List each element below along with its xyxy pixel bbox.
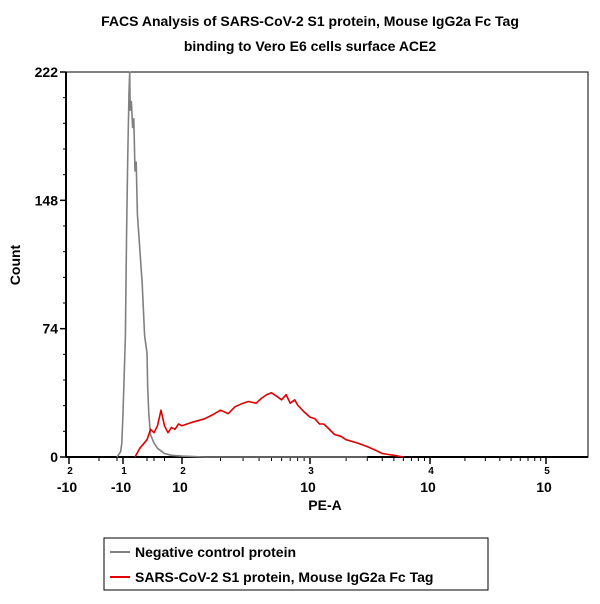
- x-tick-label-base: 10: [420, 479, 436, 495]
- x-tick-label-exponent: 2: [67, 466, 73, 477]
- legend-label-negative-control: Negative control protein: [135, 544, 296, 560]
- x-tick-label-base: -10: [111, 479, 131, 495]
- y-axis-label: Count: [7, 244, 23, 285]
- series-line-negative-control: [116, 71, 368, 458]
- x-tick-label-base: 10: [536, 479, 552, 495]
- x-tick-label-exponent: 3: [308, 466, 314, 477]
- chart-title-line-1: FACS Analysis of SARS-CoV-2 S1 protein, …: [101, 13, 519, 29]
- x-tick-label-base: 10: [300, 479, 316, 495]
- x-tick-label-base: -10: [57, 479, 77, 495]
- x-tick-label-exponent: 4: [428, 466, 434, 477]
- y-tick-label: 74: [42, 321, 58, 337]
- legend: Negative control protein SARS-CoV-2 S1 p…: [103, 537, 489, 591]
- x-axis-label: PE-A: [308, 497, 341, 513]
- series-line-sars-cov-2-s1: [134, 392, 404, 458]
- x-tick-label-exponent: 5: [544, 466, 550, 477]
- y-tick-label: 222: [35, 64, 59, 80]
- legend-box: [103, 537, 489, 591]
- x-tick-label-exponent: 1: [121, 466, 127, 477]
- legend-label-sars-cov-2-s1: SARS-CoV-2 S1 protein, Mouse IgG2a Fc Ta…: [135, 569, 433, 585]
- x-tick-label-exponent: 2: [180, 466, 186, 477]
- x-axis-ticks: -10 2 -10 1 10 2 10 3 10 4 10 5: [57, 457, 552, 495]
- chart-title-line-2: binding to Vero E6 cells surface ACE2: [184, 38, 437, 54]
- y-axis-ticks: 0 74 148 222: [35, 64, 66, 465]
- plot-frame: [65, 71, 589, 458]
- series-group: [116, 71, 404, 458]
- y-tick-label: 148: [35, 192, 59, 208]
- x-tick-label-base: 10: [172, 479, 188, 495]
- y-tick-label: 0: [50, 449, 58, 465]
